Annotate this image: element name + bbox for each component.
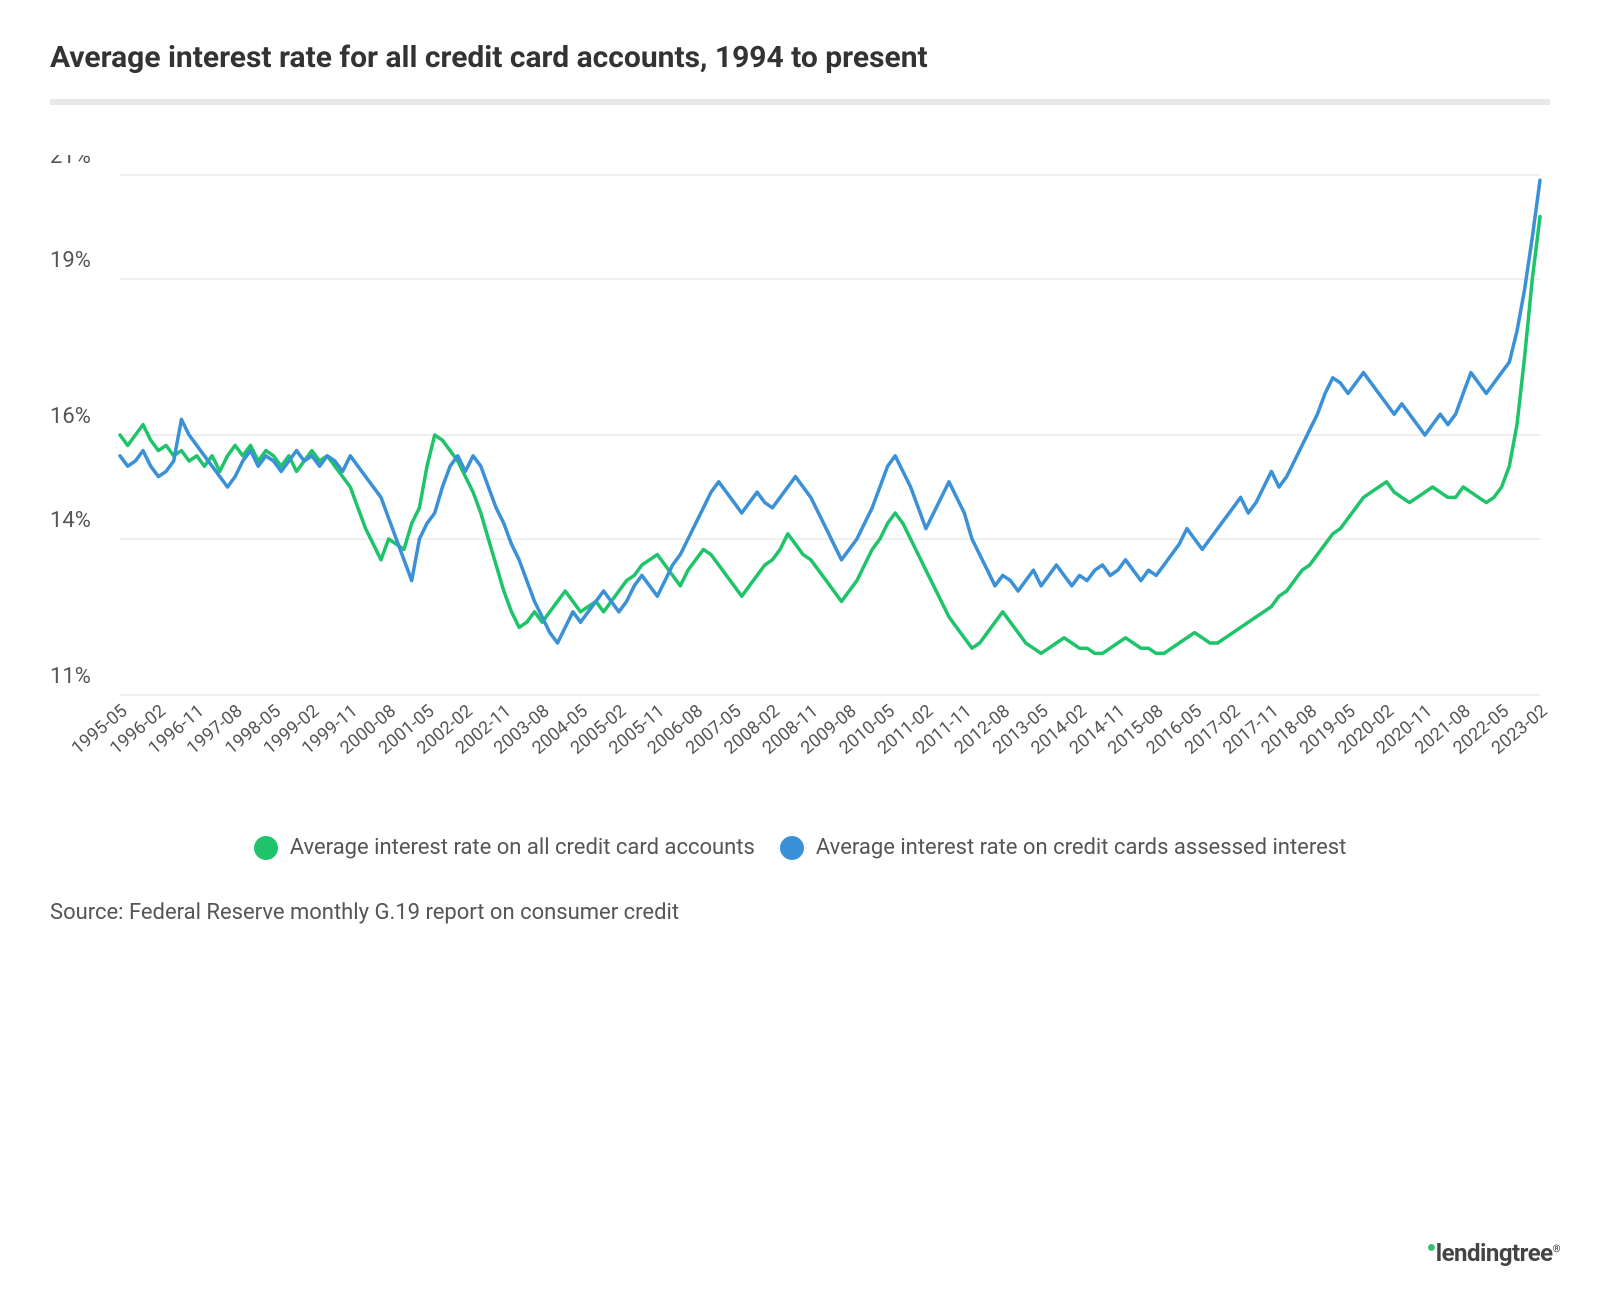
legend-dot: [254, 836, 278, 860]
source-text: Source: Federal Reserve monthly G.19 rep…: [50, 900, 1550, 925]
y-tick-label: 14%: [50, 508, 91, 533]
title-rule: [50, 99, 1550, 105]
legend-dot: [780, 836, 804, 860]
y-tick-label: 16%: [50, 404, 91, 429]
legend-label: Average interest rate on all credit card…: [290, 835, 755, 860]
legend-item: Average interest rate on credit cards as…: [780, 835, 1346, 860]
y-tick-label: 21%: [50, 155, 91, 169]
y-tick-label: 19%: [50, 248, 91, 273]
line-chart: 11%14%16%19%21%1995-051996-021996-111997…: [50, 155, 1550, 815]
y-tick-label: 11%: [50, 664, 91, 689]
series-line-assessed_interest: [120, 180, 1540, 643]
legend: Average interest rate on all credit card…: [50, 835, 1550, 860]
legend-label: Average interest rate on credit cards as…: [816, 835, 1346, 860]
legend-item: Average interest rate on all credit card…: [254, 835, 755, 860]
chart-title: Average interest rate for all credit car…: [50, 40, 1550, 75]
brand-logo: ●lendingtree®: [1427, 1237, 1560, 1267]
